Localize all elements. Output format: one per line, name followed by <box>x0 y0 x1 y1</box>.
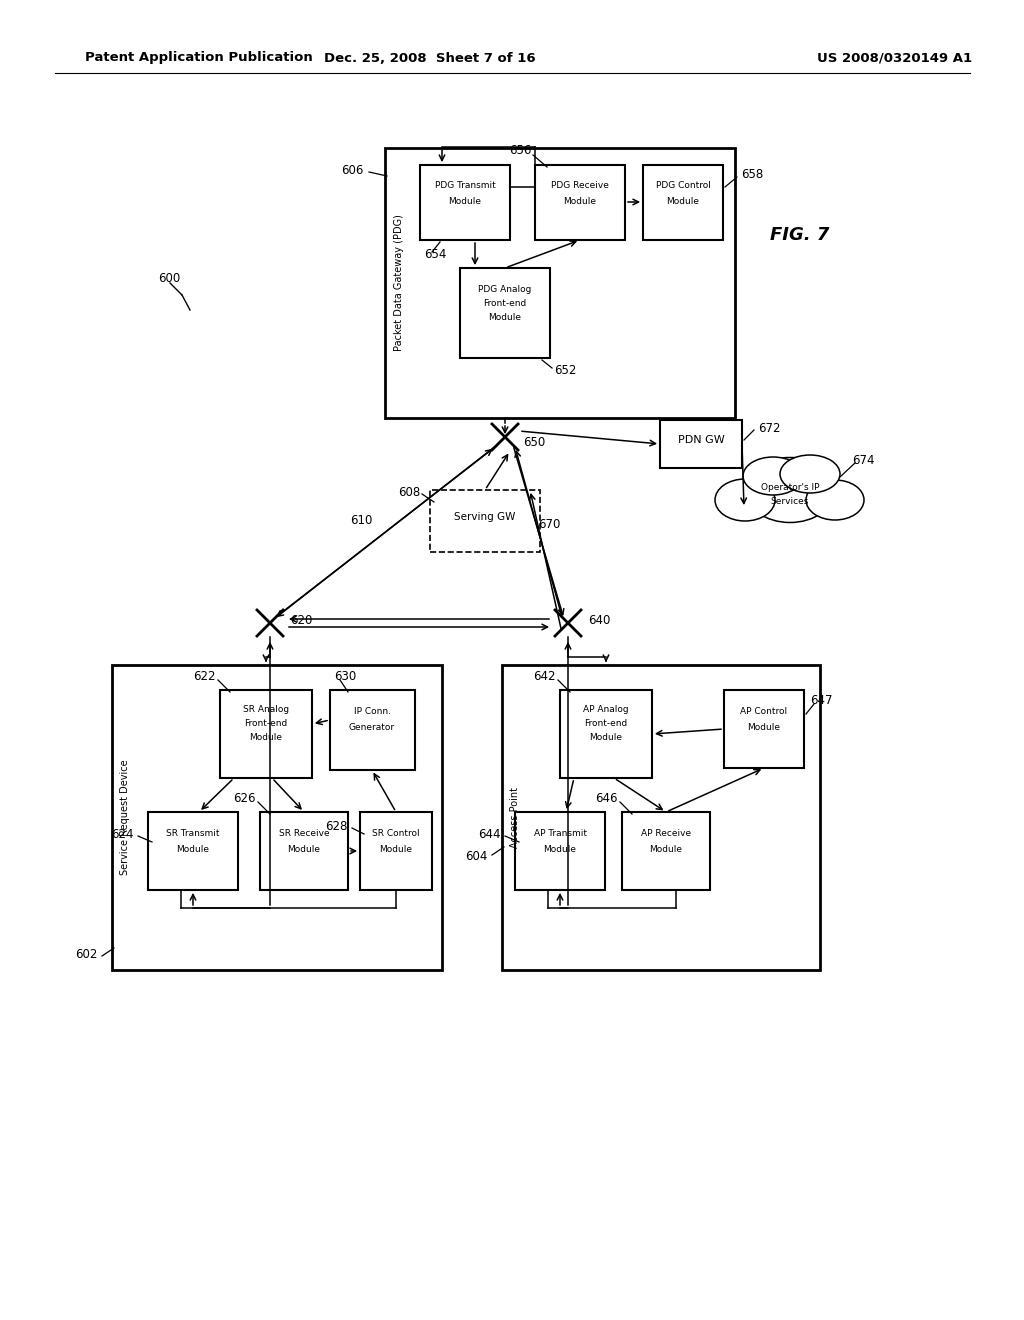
Text: Module: Module <box>250 734 283 742</box>
Text: Module: Module <box>544 846 577 854</box>
Text: 672: 672 <box>758 421 780 434</box>
Text: Module: Module <box>563 197 597 206</box>
Text: 604: 604 <box>466 850 488 863</box>
Bar <box>724 690 804 768</box>
Text: Serving GW: Serving GW <box>455 512 516 521</box>
Text: SR Analog: SR Analog <box>243 705 289 714</box>
Bar <box>535 165 625 240</box>
Bar <box>112 665 442 970</box>
Text: AP Receive: AP Receive <box>641 829 691 838</box>
Text: 606: 606 <box>341 164 362 177</box>
Text: Dec. 25, 2008  Sheet 7 of 16: Dec. 25, 2008 Sheet 7 of 16 <box>325 51 536 65</box>
Text: Generator: Generator <box>349 723 395 733</box>
Text: Module: Module <box>176 846 210 854</box>
Ellipse shape <box>715 479 775 521</box>
Text: 600: 600 <box>158 272 180 285</box>
Bar <box>330 690 415 770</box>
Text: 670: 670 <box>538 517 560 531</box>
Text: 654: 654 <box>424 248 446 260</box>
Text: Module: Module <box>748 723 780 733</box>
Text: 626: 626 <box>233 792 256 804</box>
Text: AP Analog: AP Analog <box>584 705 629 714</box>
Text: Module: Module <box>649 846 683 854</box>
Text: 630: 630 <box>334 669 356 682</box>
Text: US 2008/0320149 A1: US 2008/0320149 A1 <box>817 51 973 65</box>
Text: Services: Services <box>771 498 809 507</box>
Text: 658: 658 <box>741 169 763 181</box>
Text: Module: Module <box>380 846 413 854</box>
Text: Module: Module <box>590 734 623 742</box>
Text: Front-end: Front-end <box>245 719 288 729</box>
Text: Operator's IP: Operator's IP <box>761 483 819 492</box>
Text: SR Transmit: SR Transmit <box>166 829 220 838</box>
Text: 646: 646 <box>596 792 618 804</box>
Bar <box>360 812 432 890</box>
Text: FIG. 7: FIG. 7 <box>770 226 829 244</box>
Text: 622: 622 <box>194 669 216 682</box>
Text: SR Receive: SR Receive <box>279 829 330 838</box>
Text: Module: Module <box>667 197 699 206</box>
Text: 628: 628 <box>326 820 348 833</box>
Text: 674: 674 <box>852 454 874 466</box>
Bar <box>420 165 510 240</box>
Bar <box>502 665 820 970</box>
Text: PDN GW: PDN GW <box>678 436 724 445</box>
Bar <box>148 812 238 890</box>
Ellipse shape <box>780 455 840 492</box>
Text: 602: 602 <box>76 948 98 961</box>
Text: PDG Analog: PDG Analog <box>478 285 531 294</box>
Text: IP Conn.: IP Conn. <box>353 708 390 717</box>
Text: 656: 656 <box>509 144 531 157</box>
Text: PDG Control: PDG Control <box>655 181 711 190</box>
Bar <box>560 690 652 777</box>
Text: SR Control: SR Control <box>372 829 420 838</box>
Text: Service Request Device: Service Request Device <box>120 759 130 875</box>
Text: 647: 647 <box>810 693 833 706</box>
Ellipse shape <box>743 457 803 495</box>
Text: 624: 624 <box>112 828 134 841</box>
Text: 620: 620 <box>290 615 312 627</box>
Text: Patent Application Publication: Patent Application Publication <box>85 51 312 65</box>
Text: AP Transmit: AP Transmit <box>534 829 587 838</box>
Ellipse shape <box>745 458 835 523</box>
Bar <box>385 148 735 418</box>
Bar <box>430 490 540 552</box>
Text: Front-end: Front-end <box>585 719 628 729</box>
Text: Packet Data Gateway (PDG): Packet Data Gateway (PDG) <box>394 215 404 351</box>
Text: Module: Module <box>449 197 481 206</box>
Text: PDG Transmit: PDG Transmit <box>434 181 496 190</box>
Text: AP Control: AP Control <box>740 708 787 717</box>
Ellipse shape <box>806 480 864 520</box>
Text: 608: 608 <box>397 486 420 499</box>
Bar <box>220 690 312 777</box>
Text: 640: 640 <box>588 615 610 627</box>
Bar <box>515 812 605 890</box>
Text: 650: 650 <box>523 437 545 450</box>
Bar <box>660 420 742 469</box>
Text: Front-end: Front-end <box>483 300 526 309</box>
Text: 652: 652 <box>554 363 577 376</box>
Bar <box>643 165 723 240</box>
Bar <box>622 812 710 890</box>
Bar <box>260 812 348 890</box>
Text: Module: Module <box>488 314 521 322</box>
Text: Module: Module <box>288 846 321 854</box>
Text: Access Point: Access Point <box>510 787 520 847</box>
Bar <box>460 268 550 358</box>
Text: 644: 644 <box>478 828 501 841</box>
Text: 642: 642 <box>534 669 556 682</box>
Text: PDG Receive: PDG Receive <box>551 181 609 190</box>
Text: 610: 610 <box>350 513 373 527</box>
